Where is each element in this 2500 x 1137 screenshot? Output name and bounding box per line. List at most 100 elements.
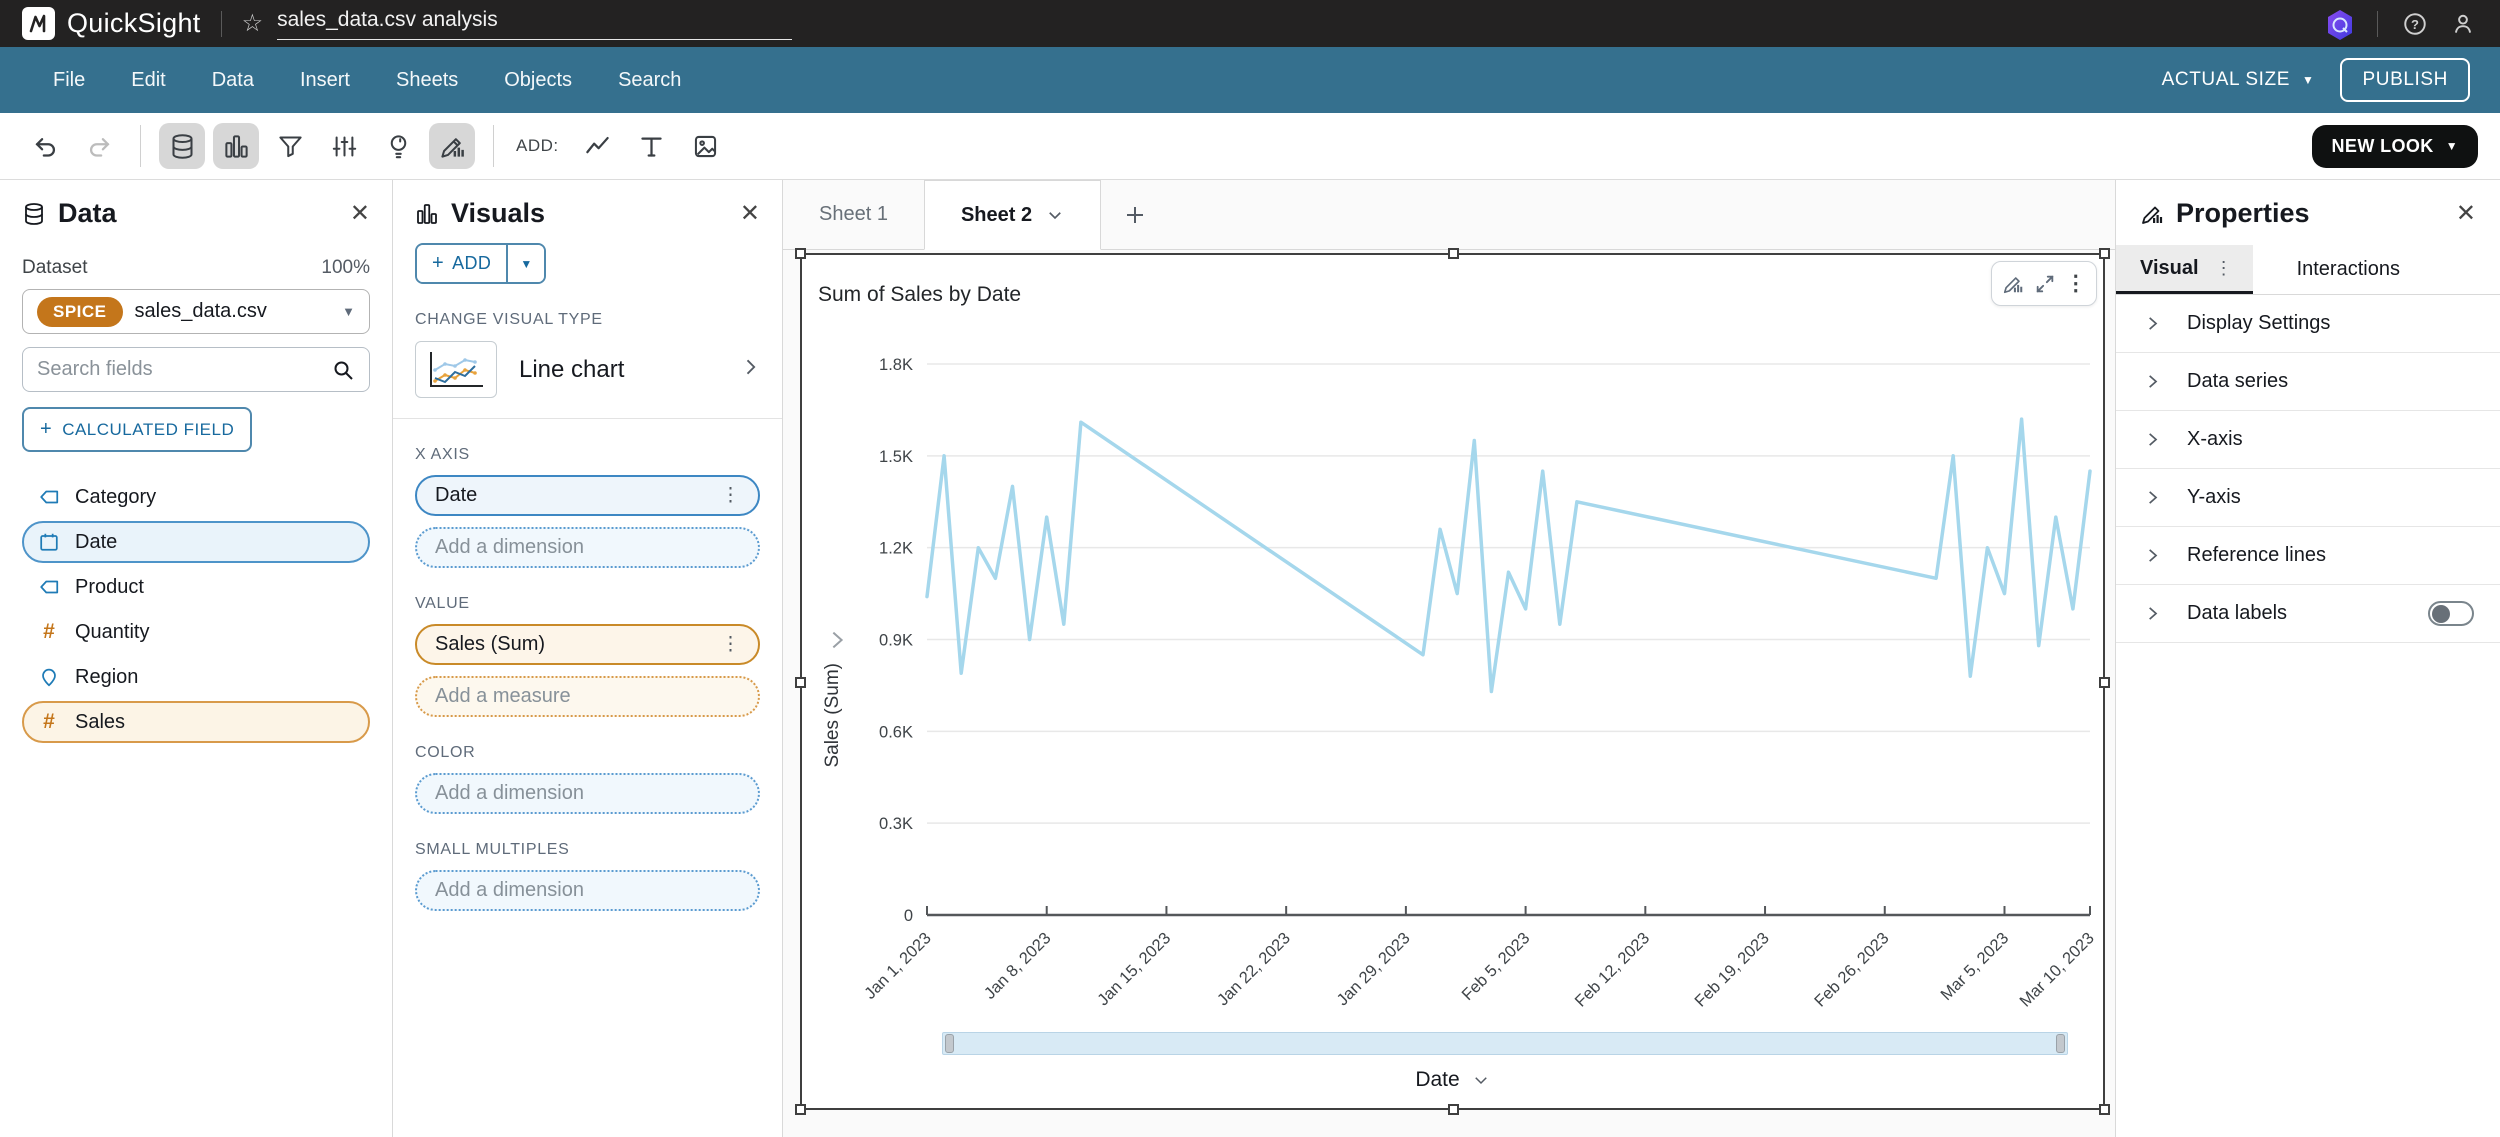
menu-objects[interactable]: Objects (504, 68, 573, 91)
spice-badge: SPICE (37, 296, 123, 327)
close-icon[interactable]: ✕ (739, 199, 760, 227)
kebab-icon[interactable]: ⋮ (2065, 272, 2087, 295)
plus-icon: + (432, 252, 445, 274)
section-display-settings[interactable]: Display Settings (2116, 295, 2500, 353)
add-text-button[interactable] (629, 123, 675, 169)
menu-edit[interactable]: Edit (131, 68, 166, 91)
resize-handle-n[interactable] (1447, 248, 1459, 259)
close-icon[interactable]: ✕ (2455, 199, 2476, 227)
add-visual-caret[interactable]: ▼ (506, 245, 545, 282)
chevron-right-icon (2149, 607, 2158, 620)
x-axis-add-dimension[interactable]: Add a dimension (415, 527, 760, 568)
user-icon[interactable] (2448, 9, 2478, 39)
svg-text:0: 0 (904, 907, 913, 925)
resize-handle-nw[interactable] (795, 248, 806, 259)
new-look-button[interactable]: NEW LOOK ▼ (2311, 124, 2478, 168)
change-visual-type-label: CHANGE VISUAL TYPE (415, 311, 603, 328)
field-row-product[interactable]: Product (22, 566, 370, 608)
pill-label: Sales (Sum) (435, 633, 546, 655)
small-multiples-add-dimension[interactable]: Add a dimension (415, 870, 760, 911)
menu-search[interactable]: Search (618, 68, 682, 91)
menu-insert[interactable]: Insert (299, 68, 350, 91)
value-add-measure[interactable]: Add a measure (415, 676, 760, 717)
value-field-pill[interactable]: Sales (Sum) ⋮ (415, 624, 760, 665)
undo-button[interactable] (22, 123, 68, 169)
field-row-date[interactable]: Date (22, 521, 370, 563)
chevron-right-icon[interactable] (740, 357, 760, 382)
close-icon[interactable]: ✕ (349, 199, 370, 227)
section-data-labels[interactable]: Data labels (2116, 585, 2500, 643)
calculated-field-button[interactable]: + CALCULATED FIELD (22, 407, 253, 452)
analysis-title[interactable]: sales_data.csv analysis (277, 8, 793, 40)
menu-sheets[interactable]: Sheets (395, 68, 459, 91)
color-well-label: COLOR (415, 744, 476, 761)
color-add-dimension[interactable]: Add a dimension (415, 773, 760, 814)
publish-button[interactable]: PUBLISH (2340, 58, 2470, 102)
format-visual-icon[interactable] (2002, 273, 2024, 295)
resize-handle-sw[interactable] (795, 1104, 806, 1115)
zoom-level-dropdown[interactable]: ACTUAL SIZE ▼ (2162, 69, 2315, 91)
field-row-sales[interactable]: # Sales (22, 701, 370, 743)
kebab-icon[interactable]: ⋮ (2214, 257, 2233, 278)
x-axis-field-control[interactable]: Date (802, 1068, 2103, 1092)
section-y-axis[interactable]: Y-axis (2116, 469, 2500, 527)
field-row-category[interactable]: Category (22, 476, 370, 518)
insights-button[interactable] (375, 123, 421, 169)
data-panel-button[interactable] (159, 123, 205, 169)
zoom-level-label: ACTUAL SIZE (2161, 69, 2290, 90)
resize-handle-s[interactable] (1447, 1104, 1459, 1115)
calendar-icon (40, 533, 58, 551)
add-visual-split-button[interactable]: + ADD (417, 245, 507, 282)
maximize-icon[interactable] (2034, 273, 2056, 295)
add-sheet-button[interactable] (1101, 180, 1169, 249)
data-labels-toggle[interactable] (2428, 601, 2474, 626)
kebab-icon[interactable]: ⋮ (721, 634, 740, 655)
add-image-button[interactable] (683, 123, 729, 169)
tab-sheet-1[interactable]: Sheet 1 (783, 180, 924, 249)
chevron-right-icon[interactable] (826, 629, 848, 656)
svg-text:1.5K: 1.5K (879, 448, 913, 466)
tab-sheet-2[interactable]: Sheet 2 (923, 180, 1102, 250)
resize-handle-e[interactable] (2099, 676, 2110, 688)
date-range-slider[interactable] (942, 1032, 2068, 1055)
line-chart-plot: 0 0.3K 0.6K 0.9K 1.2K 1.5K 1.8K Jan 1, 2023 Jan … (861, 356, 2098, 1011)
section-reference-lines[interactable]: Reference lines (2116, 527, 2500, 585)
filter-button[interactable] (267, 123, 313, 169)
visuals-panel: Visuals ✕ + ADD ▼ CHANGE VISUAL TYPE (393, 180, 783, 1137)
section-label: X-axis (2187, 428, 2243, 450)
visuals-panel-button[interactable] (213, 123, 259, 169)
menu-file[interactable]: File (53, 68, 86, 91)
dataset-select[interactable]: SPICE sales_data.csv ▼ (22, 289, 370, 334)
visual-type-row[interactable]: Line chart (415, 341, 760, 398)
search-icon[interactable] (331, 358, 355, 382)
field-row-quantity[interactable]: # Quantity (22, 611, 370, 653)
resize-handle-w[interactable] (795, 676, 806, 688)
field-row-region[interactable]: Region (22, 656, 370, 698)
menu-data[interactable]: Data (211, 68, 254, 91)
add-label: ADD (452, 253, 492, 273)
slider-handle-right[interactable] (2056, 1034, 2065, 1053)
search-input[interactable] (37, 358, 331, 381)
line-chart-thumbnail-icon (415, 341, 497, 398)
redo-button[interactable] (76, 123, 122, 169)
line-chart-visual[interactable]: Sum of Sales by Date ⋮ 0 0.3K 0.6K 0.9K 1.2K… (795, 248, 2110, 1115)
resize-handle-se[interactable] (2099, 1104, 2110, 1115)
help-icon[interactable]: ? (2400, 9, 2430, 39)
add-visual-button[interactable] (575, 123, 621, 169)
properties-button[interactable] (429, 123, 475, 169)
slider-handle-left[interactable] (945, 1034, 954, 1053)
q-assistant-icon[interactable] (2325, 9, 2355, 40)
section-x-axis[interactable]: X-axis (2116, 411, 2500, 469)
tag-icon (40, 490, 59, 504)
favorite-star-icon[interactable]: ☆ (241, 9, 264, 37)
kebab-icon[interactable]: ⋮ (721, 485, 740, 506)
chevron-down-icon[interactable] (1046, 206, 1064, 224)
tab-visual[interactable]: Visual ⋮ (2116, 245, 2253, 294)
resize-handle-ne[interactable] (2099, 248, 2110, 259)
x-axis-field-pill[interactable]: Date ⋮ (415, 475, 760, 516)
section-data-series[interactable]: Data series (2116, 353, 2500, 411)
parameters-button[interactable] (321, 123, 367, 169)
tab-interactions[interactable]: Interactions (2253, 245, 2444, 294)
bar-chart-icon (417, 203, 437, 224)
field-label: Category (75, 485, 157, 508)
